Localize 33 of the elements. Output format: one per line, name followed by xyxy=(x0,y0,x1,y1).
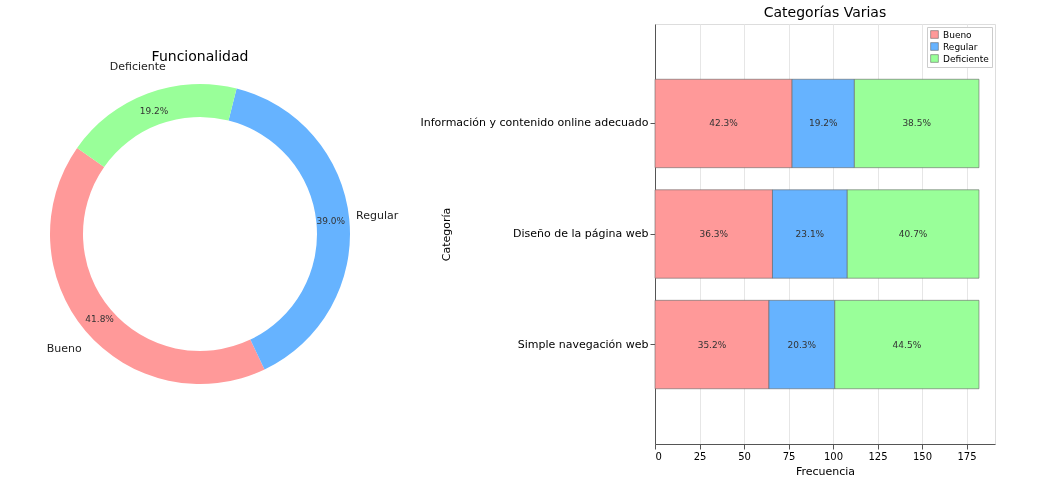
annotation: 35.2% xyxy=(697,339,727,350)
donut-slice xyxy=(77,84,237,167)
data-label: 39.0% xyxy=(316,215,346,226)
y-tick-label: Diseño de la página web xyxy=(513,227,649,240)
x-tick-label: 25 xyxy=(693,450,707,462)
legend-label: Bueno xyxy=(943,29,973,40)
x-tick-label: 0 xyxy=(655,450,662,462)
annotation: 40.7% xyxy=(898,229,928,239)
x-tick-label: 75 xyxy=(782,450,796,462)
y-tick-label: Información y contenido online adecuado xyxy=(420,116,649,130)
x-tick-label: 150 xyxy=(912,450,933,462)
x-tick-label: 100 xyxy=(823,450,844,462)
legend-label: Deficiente xyxy=(943,53,990,64)
slice-label: Regular xyxy=(356,209,399,223)
legend-label: Regular xyxy=(943,41,978,52)
y-axis-title: Categoría xyxy=(439,207,453,262)
annotation: 20.3% xyxy=(787,339,817,350)
data-label: 19.2% xyxy=(139,105,169,116)
annotation: 42.3% xyxy=(709,118,739,129)
x-tick-label: 175 xyxy=(957,450,977,462)
annotation: 23.1% xyxy=(795,229,825,239)
x-axis-title: Frecuencia xyxy=(795,464,856,478)
x-tick-label: 50 xyxy=(738,450,751,462)
chart-title: Categorías Varias xyxy=(763,4,887,20)
donut-slice xyxy=(228,88,350,370)
annotation: 36.3% xyxy=(699,229,729,239)
slice-label: Bueno xyxy=(46,342,82,355)
annotation: 44.5% xyxy=(892,339,922,350)
x-tick-label: 125 xyxy=(868,450,888,462)
data-label: 41.8% xyxy=(85,313,115,324)
y-tick-label: Simple navegación web xyxy=(517,337,649,351)
annotation: 19.2% xyxy=(808,118,838,129)
annotation: 38.5% xyxy=(902,118,932,129)
